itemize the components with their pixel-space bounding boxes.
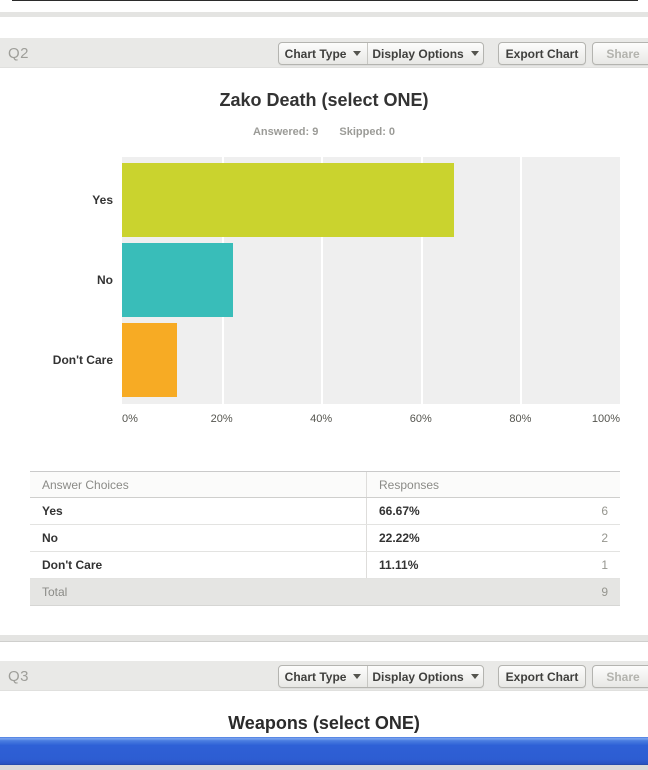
choice-cell: Don't Care: [42, 558, 103, 572]
bottom-strip: [0, 765, 648, 770]
export-chart-button-label: Export Chart: [505, 669, 579, 684]
q2-panel-header: Q2 Chart Type Display Options Export Cha…: [0, 38, 648, 68]
percent-cell: 66.67%: [379, 504, 420, 518]
chevron-down-icon: [353, 51, 362, 56]
chart-type-button-label: Chart Type: [284, 46, 347, 61]
q2-chart-title: Zako Death (select ONE): [219, 90, 429, 110]
category-label-yes: Yes: [92, 193, 113, 207]
chevron-down-icon: [353, 674, 362, 679]
x-tick-100: 100%: [591, 413, 620, 425]
q2-share-button[interactable]: Share: [592, 42, 648, 65]
q3-share-button[interactable]: Share: [592, 665, 648, 688]
share-button-label: Share: [606, 669, 640, 684]
bar-no[interactable]: [122, 243, 233, 317]
choice-cell: No: [42, 531, 58, 545]
x-tick-40: 40%: [310, 413, 333, 425]
display-options-button-label: Display Options: [372, 46, 464, 61]
display-options-button-label: Display Options: [372, 669, 464, 684]
q2-chart-type-button[interactable]: Chart Type: [279, 43, 367, 64]
q2-display-options-button[interactable]: Display Options: [367, 43, 483, 64]
gridline-60: [420, 157, 423, 404]
table-row-dont-care: Don't Care 11.11% 1: [30, 552, 620, 579]
q2-export-chart-button[interactable]: Export Chart: [498, 42, 586, 65]
q3-toolbar-button-group: Chart Type Display Options: [278, 665, 484, 688]
q2-toolbar-button-group: Chart Type Display Options: [278, 42, 484, 65]
table-total-row: Total 9: [30, 579, 620, 606]
chevron-down-icon: [470, 51, 479, 56]
gridline-40: [321, 157, 324, 404]
q2-chart-subtitle: Answered: 9 Skipped: 0: [0, 126, 648, 138]
header-answer-choices: Answer Choices: [42, 477, 129, 492]
table-row-yes: Yes 66.67% 6: [30, 498, 620, 525]
chevron-down-icon: [470, 674, 479, 679]
total-count: 9: [601, 585, 608, 599]
x-axis: 0% 20% 40% 60% 80% 100%: [122, 413, 620, 427]
q3-chart-type-button[interactable]: Chart Type: [279, 666, 367, 687]
answered-count: Answered: 9: [252, 126, 319, 138]
table-header-row: Answer Choices Responses: [30, 471, 620, 498]
category-label-dont-care: Don't Care: [52, 353, 113, 367]
q2-label: Q2: [8, 45, 30, 62]
bar-yes[interactable]: [122, 163, 455, 237]
section-divider-strip: [0, 635, 648, 642]
category-label-no: No: [97, 273, 113, 287]
percent-cell: 22.22%: [379, 531, 420, 545]
count-cell: 1: [601, 558, 608, 572]
table-row-no: No 22.22% 2: [30, 525, 620, 552]
section-divider-strip: [0, 12, 648, 17]
q3-export-chart-button[interactable]: Export Chart: [498, 665, 586, 688]
gridline-80: [520, 157, 523, 404]
x-tick-20: 20%: [210, 413, 233, 425]
q3-display-options-button[interactable]: Display Options: [367, 666, 483, 687]
chart-type-button-label: Chart Type: [284, 669, 347, 684]
share-button-label: Share: [606, 46, 640, 61]
choice-cell: Yes: [42, 504, 63, 518]
x-tick-60: 60%: [409, 413, 432, 425]
horizontal-blue-bar: [0, 737, 648, 765]
skipped-count: Skipped: 0: [339, 126, 396, 138]
export-chart-button-label: Export Chart: [505, 46, 579, 61]
x-tick-0: 0%: [122, 413, 138, 425]
total-label: Total: [42, 585, 68, 599]
top-chart-fragment-line: [12, 0, 638, 1]
x-tick-80: 80%: [509, 413, 532, 425]
q3-chart-title: Weapons (select ONE): [228, 713, 420, 733]
bar-dont-care[interactable]: [122, 323, 178, 397]
count-cell: 6: [601, 504, 608, 518]
chart-plot-area: [122, 157, 620, 404]
percent-cell: 11.11%: [379, 558, 419, 572]
count-cell: 2: [601, 531, 608, 545]
header-responses: Responses: [366, 472, 620, 497]
q3-panel-header: Q3 Chart Type Display Options Export Cha…: [0, 661, 648, 691]
results-table: Answer Choices Responses Yes 66.67% 6 No…: [30, 471, 620, 606]
q3-label: Q3: [8, 668, 30, 685]
